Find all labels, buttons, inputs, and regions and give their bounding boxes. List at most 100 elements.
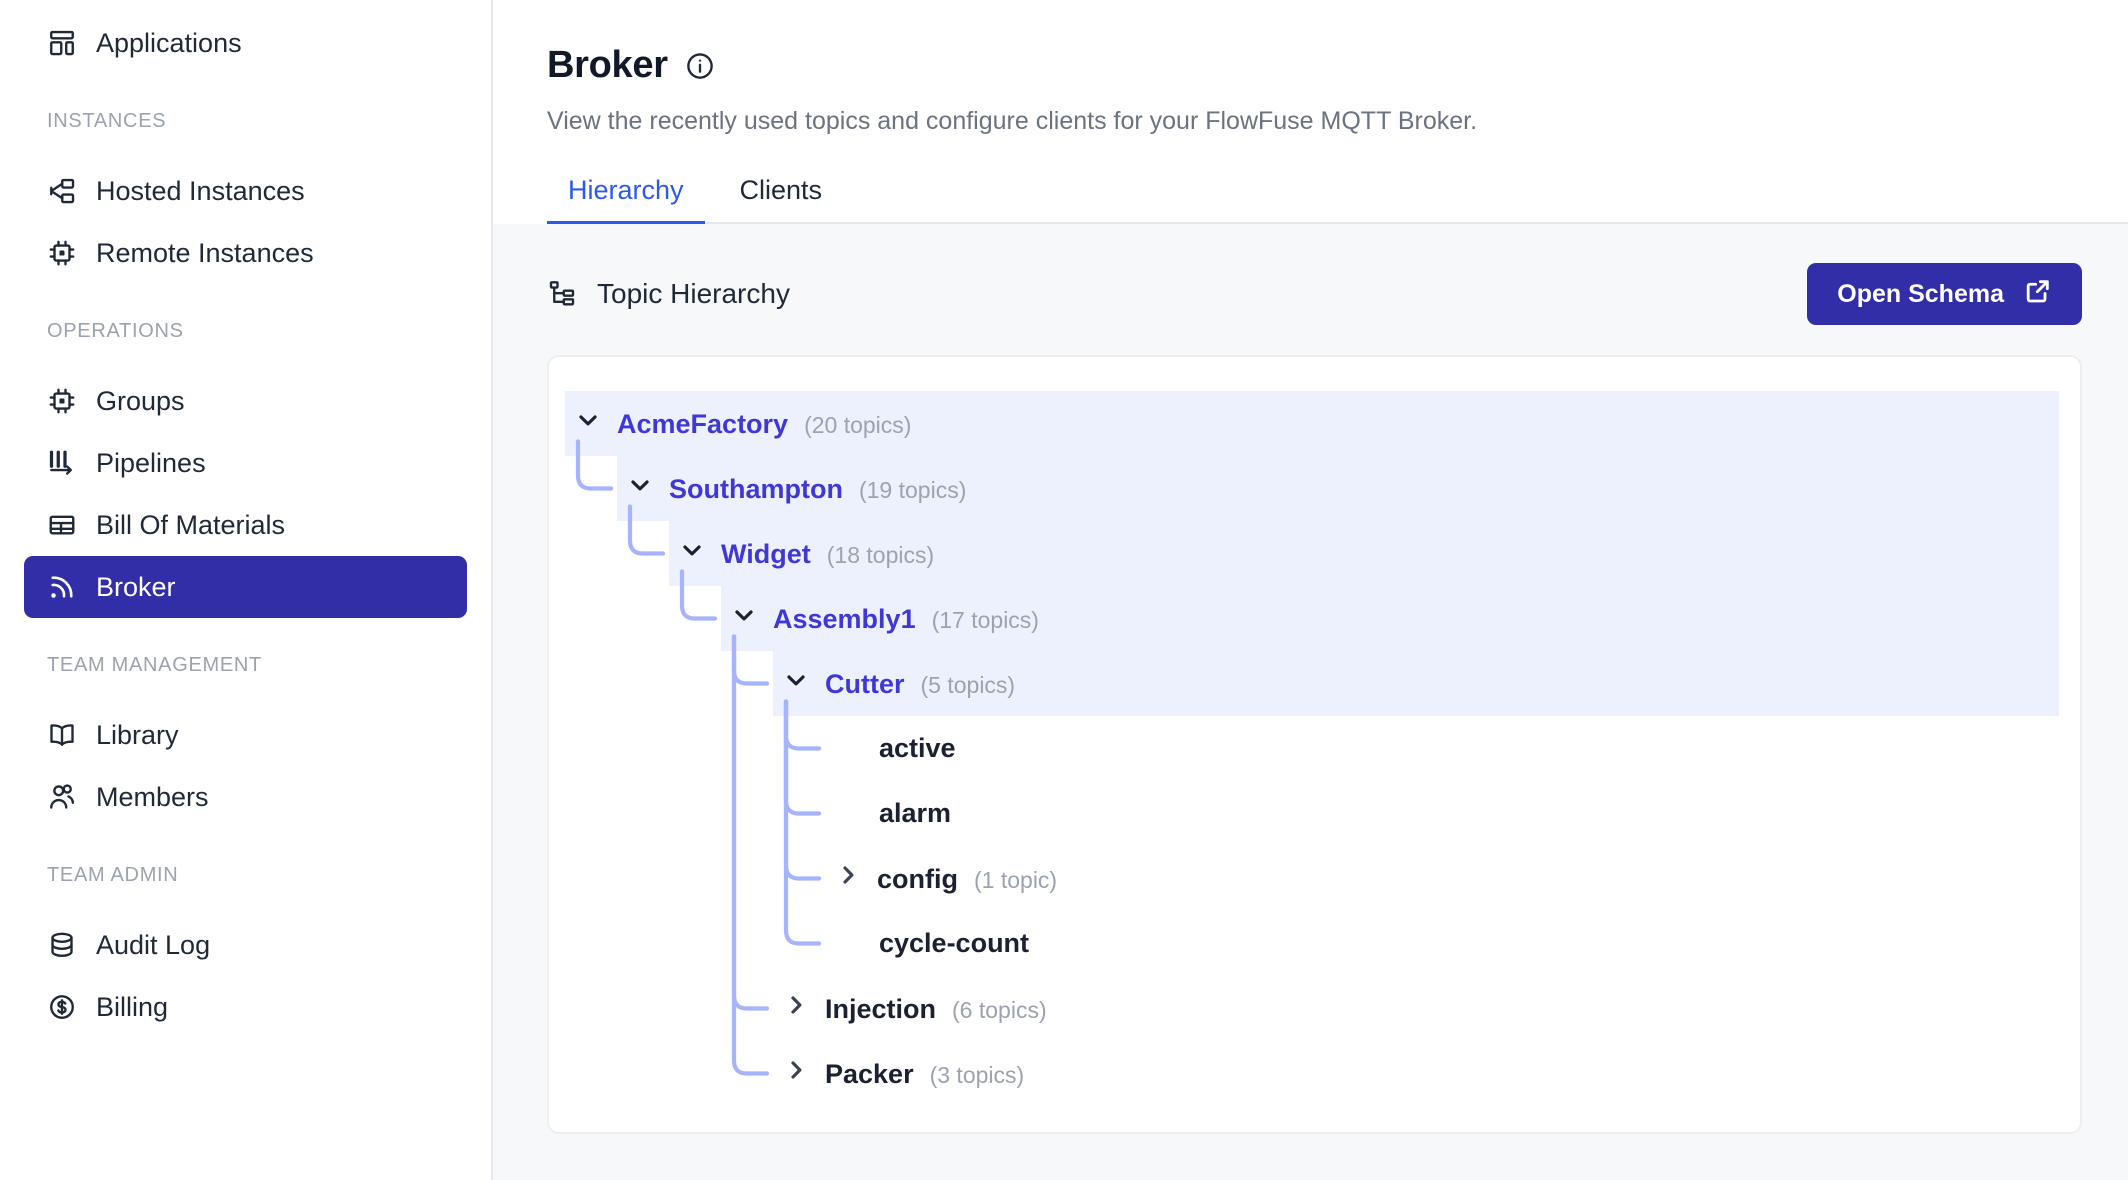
- chevron-down-icon[interactable]: [679, 537, 705, 563]
- sidebar-item-library[interactable]: Library: [24, 704, 467, 766]
- chevron-right-icon[interactable]: [783, 992, 809, 1018]
- tree-row-highlight: [721, 586, 2059, 651]
- tree-row[interactable]: Packer (3 topics): [549, 1041, 2080, 1106]
- tree-node-count: (5 topics): [920, 672, 1016, 698]
- chevron-right-icon[interactable]: [835, 862, 861, 888]
- chevron-down-icon[interactable]: [575, 407, 601, 433]
- spacer: [24, 138, 467, 160]
- sidebar-item-label: Pipelines: [96, 447, 206, 478]
- tree-row-highlight: [565, 391, 2059, 456]
- sidebar-item-bill-of-materials[interactable]: Bill Of Materials: [24, 494, 467, 556]
- tree-row[interactable]: Assembly1 (17 topics): [549, 586, 2080, 651]
- hierarchy-icon: [547, 279, 577, 309]
- sidebar-item-label: Library: [96, 719, 179, 750]
- tab-clients[interactable]: Clients: [739, 175, 823, 205]
- users-icon: [47, 782, 77, 812]
- dollar-circle-icon: [47, 992, 77, 1022]
- spacer: [24, 682, 467, 704]
- sidebar: Applications INSTANCES Hosted Instances Rem…: [0, 0, 493, 1180]
- sidebar-item-pipelines[interactable]: Pipelines: [24, 432, 467, 494]
- tree-node[interactable]: AcmeFactory (20 topics): [575, 407, 911, 440]
- tree-node-count: (18 topics): [826, 542, 935, 568]
- sidebar-item-broker[interactable]: Broker: [24, 556, 467, 618]
- tree-node[interactable]: Packer (3 topics): [783, 1057, 1024, 1090]
- tree-node-label: Cutter: [825, 669, 905, 699]
- open-schema-label: Open Schema: [1837, 279, 2004, 308]
- sidebar-group-label: TEAM MANAGEMENT: [47, 653, 262, 676]
- sidebar-item-applications[interactable]: Applications: [24, 12, 467, 74]
- sidebar-item-label: Groups: [96, 385, 185, 416]
- sidebar-item-label: Billing: [96, 991, 169, 1022]
- chip-icon: [47, 238, 77, 268]
- tree-row[interactable]: Injection (6 topics): [549, 976, 2080, 1041]
- sidebar-item-label: Audit Log: [96, 929, 211, 960]
- tree-row-highlight: [773, 651, 2059, 716]
- sidebar-group-label: TEAM ADMIN: [47, 863, 179, 886]
- tree-node-count: (1 topic): [974, 867, 1058, 893]
- sidebar-item-groups[interactable]: Groups: [24, 370, 467, 432]
- sidebar-item-label: Bill Of Materials: [96, 509, 286, 540]
- tree-row[interactable]: alarm: [549, 781, 2080, 846]
- spacer: [24, 348, 467, 370]
- chevron-down-icon[interactable]: [627, 472, 653, 498]
- tree-node-count: (19 topics): [858, 477, 967, 503]
- tree-node[interactable]: Injection (6 topics): [783, 992, 1047, 1025]
- chip-icon: [47, 386, 77, 416]
- sidebar-item-label: Applications: [96, 27, 242, 58]
- spacer: [24, 74, 467, 104]
- tree-node-label: cycle-count: [879, 928, 1030, 958]
- chevron-right-icon[interactable]: [783, 1057, 809, 1083]
- tree-node-label: config: [877, 864, 958, 894]
- tree-row[interactable]: Southampton (19 topics): [549, 456, 2080, 521]
- tree-node[interactable]: config (1 topic): [835, 862, 1057, 895]
- tree-node[interactable]: Widget (18 topics): [679, 537, 934, 570]
- spacer: [24, 0, 467, 12]
- sidebar-group-label: INSTANCES: [47, 109, 167, 132]
- tab-hierarchy[interactable]: Hierarchy: [547, 175, 705, 225]
- tree-row[interactable]: cycle-count: [549, 911, 2080, 976]
- sidebar-item-members[interactable]: Members: [24, 766, 467, 828]
- hierarchy-panel: Topic Hierarchy Open Schema AcmeFactory (…: [493, 224, 2128, 1180]
- sidebar-item-label: Hosted Instances: [96, 175, 305, 206]
- applications-icon: [47, 28, 77, 58]
- tree-node[interactable]: cycle-count: [879, 928, 1029, 959]
- panel-title: Topic Hierarchy: [597, 278, 790, 309]
- tree-node[interactable]: alarm: [879, 798, 951, 829]
- tree-row[interactable]: Widget (18 topics): [549, 521, 2080, 586]
- tree-row[interactable]: active: [549, 716, 2080, 781]
- page-header: Broker View the recently used topics and…: [493, 0, 2128, 225]
- main-content: Broker View the recently used topics and…: [493, 0, 2128, 1180]
- chevron-down-icon[interactable]: [731, 602, 757, 628]
- tree-row-highlight: [617, 456, 2059, 521]
- tree-node-label: Injection: [825, 994, 937, 1024]
- info-circle-icon[interactable]: [685, 51, 715, 81]
- tree-node[interactable]: Assembly1 (17 topics): [731, 602, 1039, 635]
- tree-node-label: active: [879, 733, 956, 763]
- sidebar-item-audit-log[interactable]: Audit Log: [24, 914, 467, 976]
- panel-header: Topic Hierarchy Open Schema: [547, 260, 2082, 328]
- tree-node-count: (20 topics): [804, 412, 912, 438]
- page-subtitle: View the recently used topics and config…: [547, 107, 1478, 135]
- sidebar-item-label: Broker: [96, 571, 176, 602]
- chevron-down-icon[interactable]: [783, 667, 809, 693]
- tree-row[interactable]: Cutter (5 topics): [549, 651, 2080, 716]
- sidebar-item-remote-instances[interactable]: Remote Instances: [24, 222, 467, 284]
- tree-node-label: Packer: [825, 1059, 914, 1089]
- tree-node[interactable]: Cutter (5 topics): [783, 667, 1015, 700]
- tree-row[interactable]: AcmeFactory (20 topics): [549, 391, 2080, 456]
- sidebar-group-label: OPERATIONS: [47, 319, 184, 342]
- book-icon: [47, 720, 77, 750]
- tree-node-label: alarm: [879, 798, 952, 828]
- tree-row[interactable]: config (1 topic): [549, 846, 2080, 911]
- sidebar-item-billing[interactable]: Billing: [24, 976, 467, 1038]
- sidebar-item-hosted-instances[interactable]: Hosted Instances: [24, 160, 467, 222]
- sidebar-item-label: Remote Instances: [96, 237, 314, 268]
- tree-node[interactable]: Southampton (19 topics): [627, 472, 966, 505]
- tree-node[interactable]: active: [879, 733, 956, 764]
- title-row: Broker: [547, 44, 2128, 87]
- hosted-instances-icon: [47, 176, 77, 206]
- spacer: [24, 618, 467, 648]
- open-schema-button[interactable]: Open Schema: [1807, 263, 2082, 325]
- topic-tree: AcmeFactory (20 topics) Southampton (19 top…: [549, 391, 2080, 1106]
- spacer: [24, 284, 467, 314]
